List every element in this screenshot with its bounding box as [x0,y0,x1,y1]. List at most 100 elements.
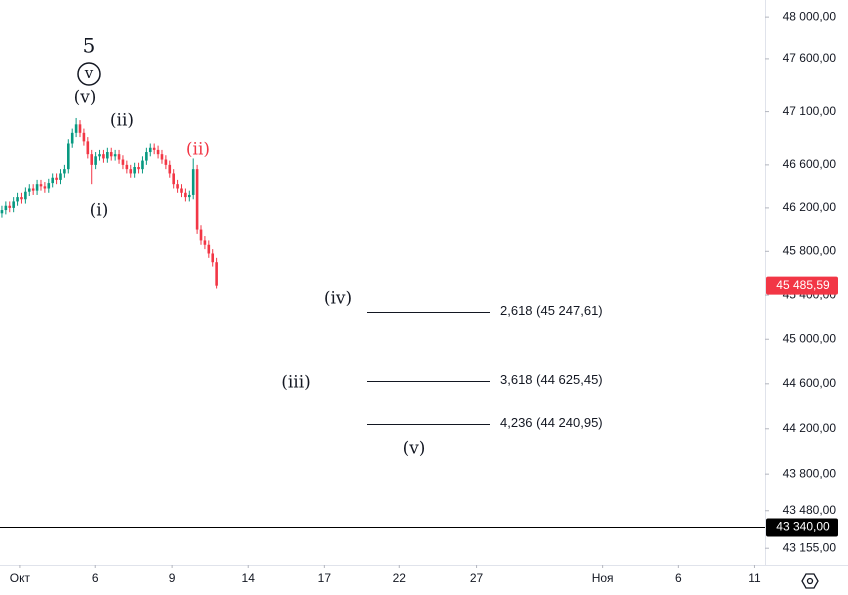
candle-body [184,192,187,198]
fib-label: 3,618 (44 625,45) [500,372,603,387]
candle-body [109,152,113,157]
candle-body [168,164,172,174]
candle [187,190,191,202]
wave-label: (v) [74,88,97,108]
fib-label: 4,236 (44 240,95) [500,415,603,430]
candle [160,149,164,164]
candle [16,192,19,206]
y-tick-label: 46 600,00 [783,157,837,171]
x-tick-label: 14 [242,571,256,585]
x-tick-label: Ноя [592,571,614,585]
candle [20,192,23,204]
candle [184,188,187,202]
candle-body [141,160,144,170]
candle-body [129,169,133,174]
settings-icon-center[interactable] [806,577,814,585]
candle [203,236,207,250]
candle-body [24,191,27,200]
candle [148,143,152,157]
candle-body [31,188,35,191]
candle [172,169,175,189]
candle-body [4,205,8,211]
candle-body [148,147,152,153]
candle [67,139,70,174]
candle-body [106,152,109,159]
x-tick-label: 9 [169,571,176,585]
candle [47,178,51,193]
settings-icon-shape[interactable] [801,573,819,589]
wave-label: (ii) [110,111,134,131]
candle [35,179,39,195]
candle-body [125,164,129,170]
candle-body [16,197,19,202]
candle-body [195,169,199,230]
y-tick-label: 47 100,00 [783,104,837,118]
level-label: 43 340,00 [776,520,830,534]
candle-body [203,240,207,245]
candle [43,182,47,193]
candle-body [70,132,74,144]
candle [125,160,129,174]
candle [74,117,78,138]
candle [168,160,172,178]
candle [12,197,15,213]
x-tick-label: 6 [675,571,682,585]
candle [117,149,121,164]
y-tick-label: 43 480,00 [783,503,837,517]
candle-body [137,167,140,170]
candle [55,173,58,185]
candle-body [0,210,4,214]
candle [109,147,113,161]
wave-label: v [84,64,94,82]
candle [156,145,160,159]
candle-body [172,173,175,185]
candle-body [78,124,82,133]
candle [86,137,90,159]
candle [70,128,74,148]
candle [106,147,109,163]
candle-body [102,154,105,159]
y-tick-label: 45 800,00 [783,243,837,257]
candle [24,187,27,204]
y-tick-label: 45 000,00 [783,331,837,345]
candle [129,164,133,178]
x-tick-label: 17 [318,571,332,585]
y-tick-label: 44 200,00 [783,421,837,435]
candle [31,184,35,195]
wave-label: (iv) [324,289,352,309]
wave-label: (iii) [281,373,311,393]
candle-body [187,194,191,198]
x-tick-label: 6 [92,571,99,585]
candle [176,179,179,193]
candle-body [215,262,218,286]
candle [191,158,195,200]
candle [8,201,12,213]
candle [102,149,105,163]
candle-body [176,184,179,189]
candle-body [117,154,121,160]
candle [207,240,211,258]
candle-body [67,143,70,170]
candle [215,257,218,289]
settings-icon[interactable] [801,573,819,589]
candle [78,120,82,138]
candle-body [20,197,23,200]
candle-body [145,152,148,161]
candle [152,143,156,155]
wave-label: (i) [90,201,109,221]
candle-body [94,156,97,165]
y-tick-label: 48 000,00 [783,9,837,23]
candle [137,162,140,174]
candle-body [98,154,101,157]
candle-body [90,154,94,165]
candle [90,149,94,185]
candle-body [35,184,39,191]
candle-body [207,244,211,254]
candle [145,147,148,165]
candle [199,225,203,245]
wave-label: 5 [83,34,96,58]
candle-body [86,141,90,155]
candle [98,149,101,161]
candle-body [27,188,31,192]
